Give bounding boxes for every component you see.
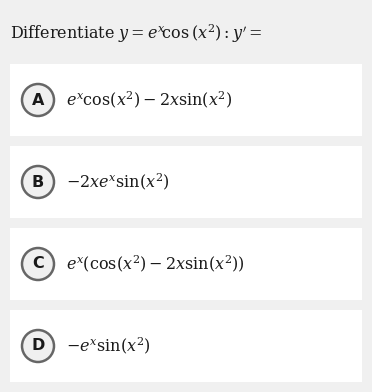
Circle shape — [22, 330, 54, 362]
Circle shape — [22, 166, 54, 198]
Text: A: A — [32, 93, 44, 107]
FancyBboxPatch shape — [10, 310, 362, 382]
FancyBboxPatch shape — [10, 64, 362, 136]
FancyBboxPatch shape — [10, 228, 362, 300]
Text: B: B — [32, 174, 44, 189]
Circle shape — [22, 248, 54, 280]
FancyBboxPatch shape — [10, 146, 362, 218]
Text: Differentiate $y=e^x\!\cos\left(x^2\right): y'=$: Differentiate $y=e^x\!\cos\left(x^2\righ… — [10, 22, 262, 45]
Text: C: C — [32, 256, 44, 272]
Text: $-2xe^x\sin(x^2)$: $-2xe^x\sin(x^2)$ — [66, 172, 170, 192]
Text: D: D — [31, 339, 45, 354]
Circle shape — [22, 84, 54, 116]
Text: $e^x\left(\cos(x^2) - 2x\sin(x^2)\right)$: $e^x\left(\cos(x^2) - 2x\sin(x^2)\right)… — [66, 254, 245, 274]
Text: $-e^x\sin(x^2)$: $-e^x\sin(x^2)$ — [66, 336, 151, 356]
Text: $e^x\cos(x^2) - 2x\sin(x^2)$: $e^x\cos(x^2) - 2x\sin(x^2)$ — [66, 89, 232, 111]
